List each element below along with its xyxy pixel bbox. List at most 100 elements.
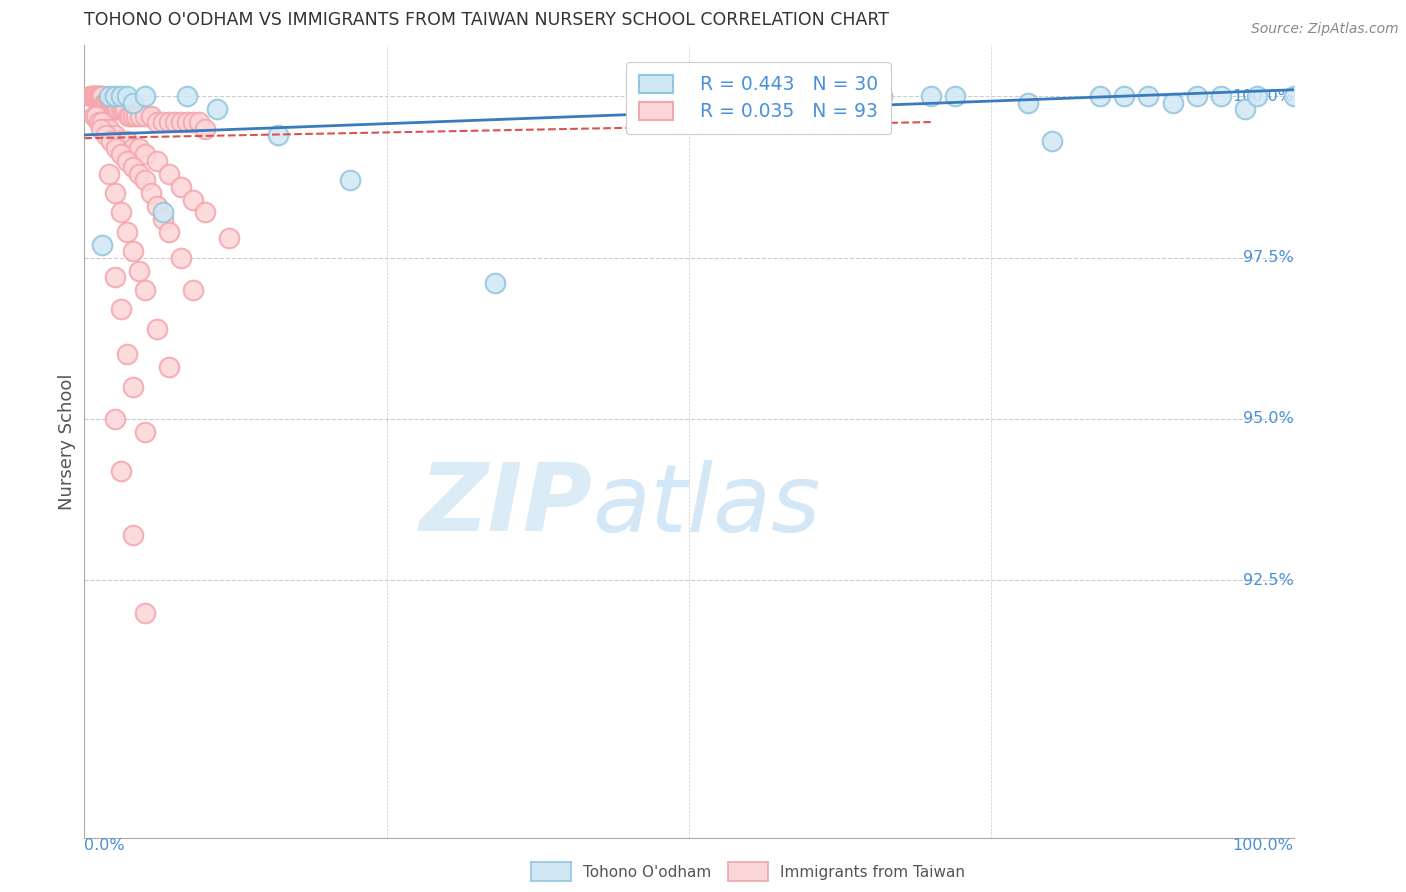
Point: [146, 115, 169, 129]
Point: [86, 89, 108, 103]
Point: [104, 102, 127, 116]
Point: [91, 115, 114, 129]
Point: [1088, 89, 1111, 103]
Point: [1234, 102, 1257, 116]
Point: [115, 225, 138, 239]
Point: [170, 115, 193, 129]
Point: [152, 211, 174, 226]
Text: 100.0%: 100.0%: [1233, 838, 1294, 854]
Point: [97, 121, 120, 136]
Point: [104, 128, 127, 142]
Point: [157, 115, 180, 129]
Point: [188, 115, 211, 129]
Point: [104, 269, 127, 284]
Point: [110, 147, 132, 161]
Point: [110, 464, 132, 478]
Point: [82, 89, 104, 103]
Point: [1185, 89, 1208, 103]
Point: [484, 277, 506, 291]
Point: [79, 89, 101, 103]
Point: [823, 102, 845, 116]
Point: [146, 199, 169, 213]
Point: [207, 102, 229, 116]
Point: [853, 89, 876, 103]
Point: [93, 95, 115, 110]
Point: [96, 95, 118, 110]
Point: [129, 109, 152, 123]
Point: [97, 89, 120, 103]
Text: Tohono O'odham: Tohono O'odham: [583, 865, 711, 880]
Point: [1161, 95, 1184, 110]
Point: [110, 89, 132, 103]
Point: [157, 360, 180, 375]
Point: [104, 186, 127, 200]
Point: [121, 95, 143, 110]
Point: [194, 121, 217, 136]
Point: [114, 102, 136, 116]
Point: [1040, 135, 1063, 149]
Point: [94, 128, 117, 142]
Point: [1209, 89, 1232, 103]
Point: [90, 121, 112, 136]
Point: [104, 89, 127, 103]
Point: [920, 89, 942, 103]
Text: 95.0%: 95.0%: [1243, 411, 1294, 426]
Text: Immigrants from Taiwan: Immigrants from Taiwan: [780, 865, 966, 880]
Point: [1137, 89, 1160, 103]
Point: [181, 193, 204, 207]
Point: [94, 95, 117, 110]
Text: TOHONO O'ODHAM VS IMMIGRANTS FROM TAIWAN NURSERY SCHOOL CORRELATION CHART: TOHONO O'ODHAM VS IMMIGRANTS FROM TAIWAN…: [84, 12, 890, 29]
Point: [134, 173, 156, 187]
Point: [157, 167, 180, 181]
Text: ZIP: ZIP: [419, 459, 592, 551]
Point: [91, 237, 114, 252]
Point: [146, 153, 169, 168]
Point: [115, 89, 138, 103]
Point: [176, 115, 198, 129]
Text: 97.5%: 97.5%: [1243, 250, 1294, 265]
Point: [120, 109, 142, 123]
Point: [165, 115, 187, 129]
Point: [121, 379, 143, 393]
Point: [218, 231, 240, 245]
Point: [97, 167, 120, 181]
Point: [134, 147, 156, 161]
Point: [1282, 89, 1305, 103]
Point: [84, 89, 107, 103]
Point: [139, 186, 162, 200]
Point: [121, 528, 143, 542]
Point: [89, 89, 111, 103]
Point: [125, 109, 148, 123]
Point: [152, 115, 174, 129]
Point: [738, 89, 761, 103]
Point: [100, 95, 122, 110]
Point: [267, 128, 290, 142]
Point: [98, 95, 121, 110]
Point: [1246, 89, 1268, 103]
Point: [90, 89, 112, 103]
Point: [91, 89, 114, 103]
Point: [339, 173, 361, 187]
Point: [110, 135, 132, 149]
Point: [86, 89, 108, 103]
Y-axis label: Nursery School: Nursery School: [58, 373, 76, 510]
Point: [1114, 89, 1136, 103]
Point: [104, 141, 127, 155]
Point: [87, 115, 110, 129]
Point: [101, 95, 124, 110]
Legend:   R = 0.443   N = 30,   R = 0.035   N = 93: R = 0.443 N = 30, R = 0.035 N = 93: [626, 62, 891, 135]
Point: [176, 89, 198, 103]
Point: [152, 205, 174, 219]
Point: [134, 283, 156, 297]
Point: [121, 109, 143, 123]
Point: [943, 89, 966, 103]
Point: [157, 225, 180, 239]
Point: [117, 109, 139, 123]
Point: [134, 425, 156, 439]
Point: [107, 102, 129, 116]
Point: [80, 89, 103, 103]
Point: [121, 141, 143, 155]
Point: [128, 263, 150, 277]
Point: [110, 302, 132, 317]
Point: [115, 153, 138, 168]
